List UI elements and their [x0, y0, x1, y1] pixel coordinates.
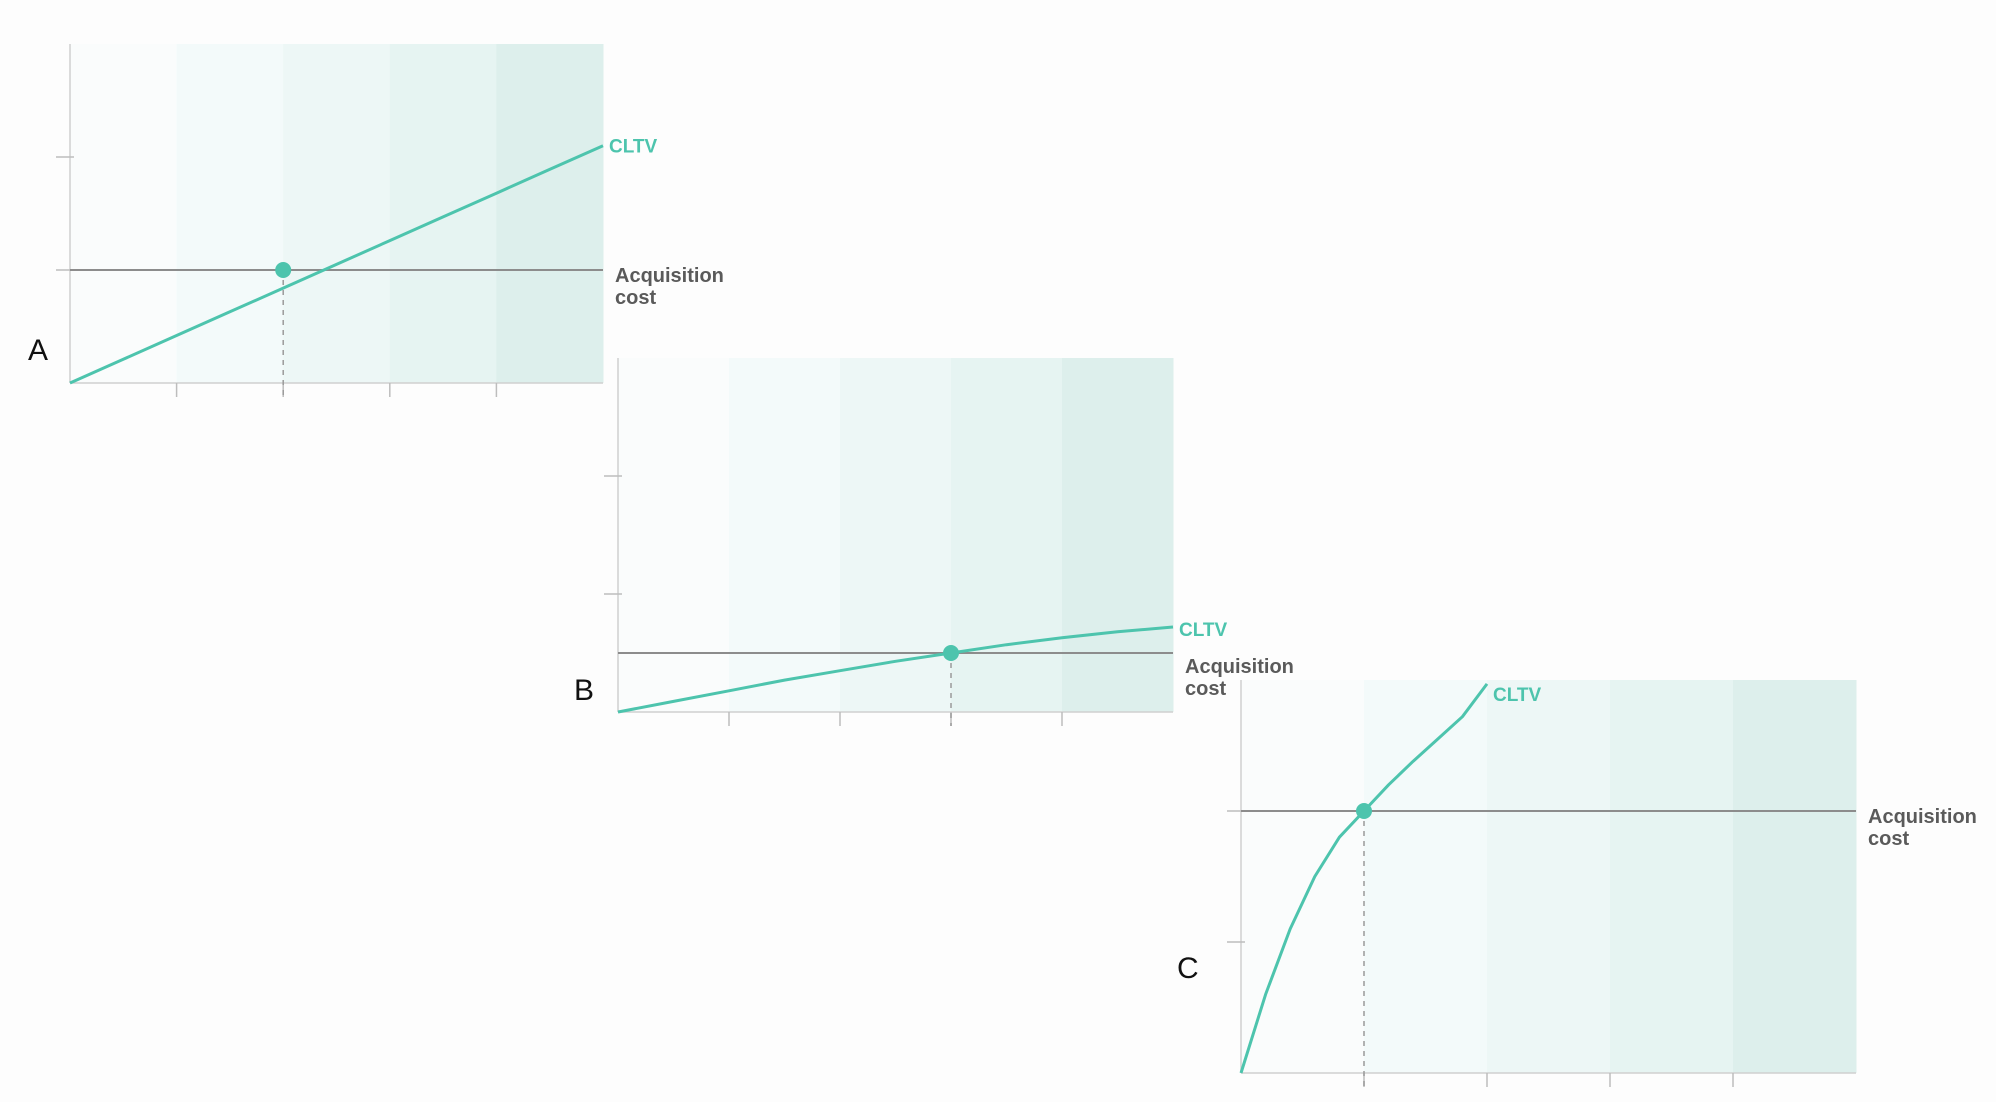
acquisition-cost-label: Acquisition cost	[1185, 656, 1294, 700]
chart-panel-a: CLTV Acquisition cost A	[28, 44, 724, 397]
shaded-band	[389, 44, 497, 383]
series-label-cltv: CLTV	[609, 137, 658, 158]
shaded-band	[70, 44, 178, 383]
shaded-band	[1487, 680, 1611, 1073]
shaded-band	[618, 358, 730, 712]
acquisition-cost-label: Acquisition cost	[1868, 806, 1977, 850]
shaded-band	[1364, 680, 1488, 1073]
panel-label: B	[574, 674, 594, 707]
shaded-band	[1610, 680, 1734, 1073]
cltv-line	[617, 625, 1174, 714]
breakeven-point	[275, 262, 292, 278]
shaded-band	[283, 44, 391, 383]
series-label-cltv: CLTV	[1179, 620, 1228, 641]
chart-panel-c: CLTV Acquisition cost C	[1177, 680, 1977, 1087]
breakeven-point	[943, 645, 959, 661]
shaded-band	[176, 44, 284, 383]
panel-label: C	[1177, 952, 1199, 985]
shaded-band	[729, 358, 841, 712]
shaded-band	[1062, 358, 1174, 712]
shaded-band	[1733, 680, 1857, 1073]
shaded-band	[840, 358, 952, 712]
panel-label: A	[28, 334, 48, 367]
cltv-line	[69, 144, 604, 385]
breakeven-point	[1356, 803, 1372, 819]
chart-panel-b: CLTV Acquisition cost B	[574, 358, 1294, 726]
shaded-band	[951, 358, 1063, 712]
acquisition-cost-label: Acquisition cost	[615, 265, 724, 309]
shaded-band	[496, 44, 604, 383]
series-label-cltv: CLTV	[1493, 685, 1542, 706]
